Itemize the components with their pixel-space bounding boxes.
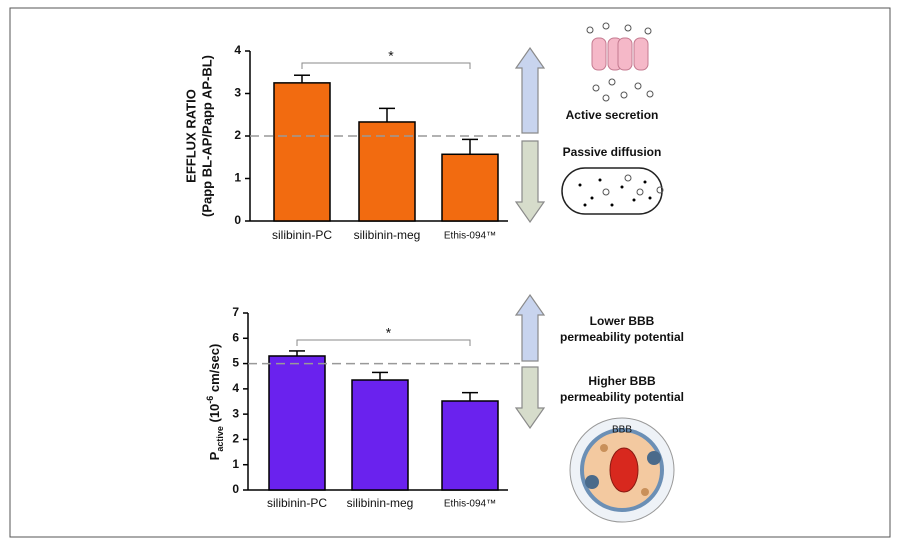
error-bar: [289, 350, 305, 356]
x-tick-label: Ethis-094™: [444, 499, 496, 510]
y-tick-label: 0: [234, 213, 241, 227]
x-tick-label: silibinin-meg: [347, 496, 414, 510]
transporter-illustration: [586, 22, 654, 102]
annotation: Lower BBB: [590, 314, 655, 328]
bar: [351, 379, 409, 491]
annotation: permeability potential: [560, 390, 684, 404]
arrow-down: [514, 366, 546, 430]
y-tick-label: 7: [232, 305, 239, 319]
arrow-up: [514, 293, 546, 362]
y-axis-label-part: P: [207, 451, 222, 460]
significance-label: *: [388, 48, 394, 64]
arrow-down: [514, 140, 546, 224]
bar: [441, 153, 499, 222]
y-axis-label: EFFLUX RATIO: [183, 89, 198, 183]
annotation: Active secretion: [566, 108, 659, 122]
arrow-up: [514, 46, 546, 134]
y-axis-label: Pactive (10-6 cm/sec): [205, 344, 225, 461]
significance-bracket: [296, 339, 471, 346]
y-axis-label-part: active: [215, 426, 225, 452]
bar: [268, 355, 326, 491]
y-tick-label: 1: [234, 171, 241, 185]
annotation: Higher BBB: [588, 374, 656, 388]
y-tick-label: 5: [232, 356, 239, 370]
y-tick-label: 3: [232, 406, 239, 420]
bar: [441, 400, 499, 491]
y-tick-label: 4: [232, 381, 239, 395]
annotation: permeability potential: [560, 330, 684, 344]
error-bar: [379, 107, 395, 122]
x-tick-label: silibinin-PC: [267, 496, 327, 510]
y-tick-label: 3: [234, 86, 241, 100]
y-tick-label: 1: [232, 457, 239, 471]
significance-bracket: [301, 62, 471, 69]
x-tick-label: silibinin-PC: [272, 228, 332, 242]
significance-label: *: [386, 325, 392, 341]
error-bar: [294, 74, 310, 83]
error-bar: [462, 138, 478, 155]
y-tick-label: 2: [232, 432, 239, 446]
y-tick-label: 2: [234, 128, 241, 142]
cell-illustration: [561, 167, 664, 215]
y-tick-label: 6: [232, 330, 239, 344]
annotation: Passive diffusion: [563, 145, 662, 159]
y-tick-label: 0: [232, 482, 239, 496]
y-axis-label-part: -6: [205, 396, 215, 404]
y-axis-label-part: (10: [207, 404, 222, 426]
bar: [358, 121, 416, 222]
error-bar: [462, 391, 478, 401]
error-bar: [372, 371, 388, 381]
bar: [273, 82, 331, 222]
y-tick-label: 4: [234, 43, 241, 57]
y-axis-label: (Papp BL-AP/Papp AP-BL): [199, 55, 214, 217]
x-tick-label: silibinin-meg: [354, 228, 421, 242]
illustration-label: BBB: [612, 425, 632, 436]
y-axis-label-part: cm/sec): [207, 344, 222, 396]
bbb-illustration: [569, 417, 675, 523]
x-tick-label: Ethis-094™: [444, 231, 496, 242]
